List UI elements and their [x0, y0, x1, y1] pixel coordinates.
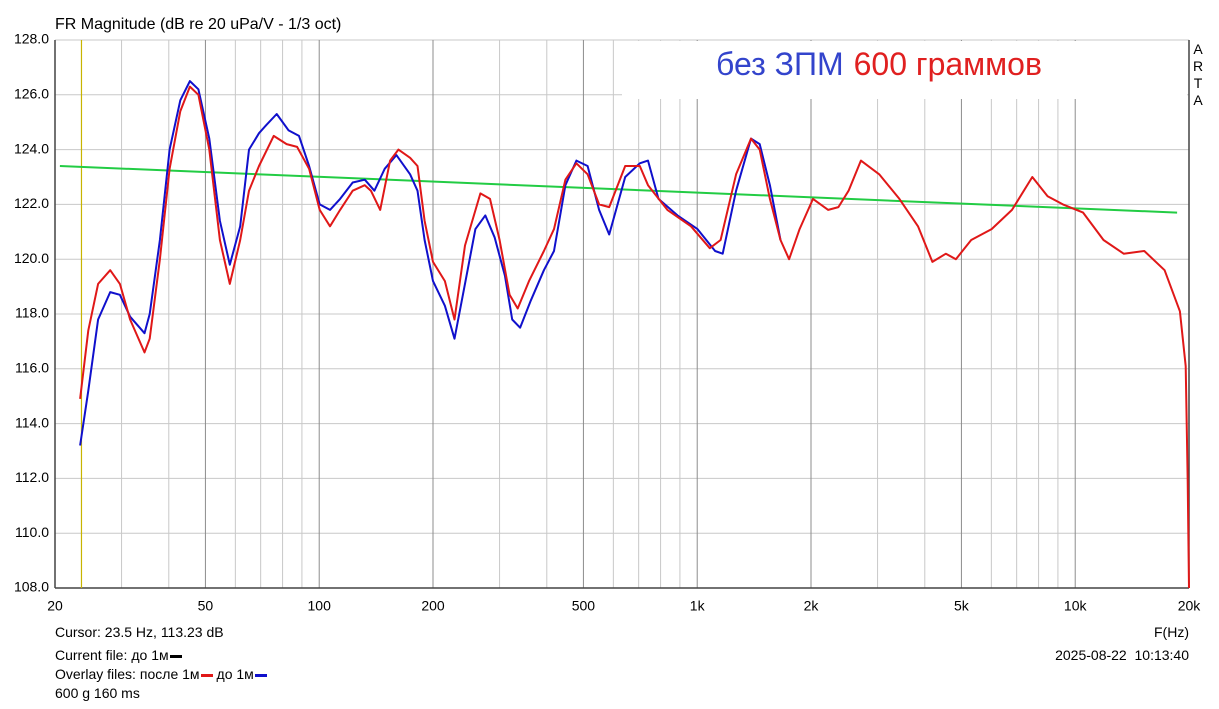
current-file-label: Current file: — [55, 647, 128, 663]
x-tick-label: 20 — [47, 598, 63, 614]
x-tick-label: 200 — [421, 598, 445, 614]
chart-title: FR Magnitude (dB re 20 uPa/V - 1/3 oct) — [55, 16, 342, 33]
x-tick-label: 20k — [1178, 598, 1202, 614]
y-tick-label: 122.0 — [14, 195, 49, 211]
y-tick-label: 108.0 — [14, 579, 49, 595]
annotation-part: без ЗПМ — [716, 46, 844, 82]
legend-swatch — [200, 673, 213, 677]
annotation-background — [622, 41, 1187, 99]
annotation: без ЗПМ 600 граммов — [716, 46, 1042, 83]
y-tick-label: 124.0 — [14, 140, 49, 156]
series-line — [79, 80, 782, 446]
legend-label: после 1м — [139, 666, 200, 682]
x-axis-label: F(Hz) — [1154, 624, 1189, 640]
legend-swatch — [169, 654, 182, 658]
annotation-part: 600 граммов — [853, 46, 1042, 82]
y-tick-label: 126.0 — [14, 86, 49, 102]
x-tick-label: 500 — [572, 598, 596, 614]
current-file-name: до 1м — [131, 647, 169, 663]
y-tick-label: 120.0 — [14, 250, 49, 266]
timestamp: 2025-08-22 10:13:40 — [1055, 647, 1189, 663]
y-tick-label: 118.0 — [15, 305, 49, 321]
x-tick-label: 2k — [804, 598, 820, 614]
current-file: Current file: до 1м — [55, 647, 186, 663]
x-tick-label: 5k — [954, 598, 970, 614]
note: 600 g 160 ms — [55, 685, 140, 701]
x-tick-label: 50 — [198, 598, 214, 614]
x-tick-label: 1k — [690, 598, 706, 614]
watermark: ARTA — [1193, 41, 1204, 108]
y-tick-label: 116.0 — [15, 360, 49, 376]
series-line — [79, 85, 1190, 589]
y-tick-label: 112.0 — [15, 469, 49, 485]
series-line — [59, 165, 1178, 214]
legend-swatch — [254, 673, 267, 677]
y-tick-label: 128.0 — [14, 31, 49, 47]
y-tick-label: 114.0 — [15, 414, 49, 430]
legend: Overlay files: после 1м до 1м — [55, 666, 271, 682]
x-tick-label: 10k — [1064, 598, 1088, 614]
legend-title: Overlay files: — [55, 666, 136, 682]
y-tick-label: 110.0 — [15, 524, 49, 540]
cursor-readout: Cursor: 23.5 Hz, 113.23 dB — [55, 624, 224, 640]
legend-label: до 1м — [216, 666, 254, 682]
x-tick-label: 100 — [308, 598, 332, 614]
